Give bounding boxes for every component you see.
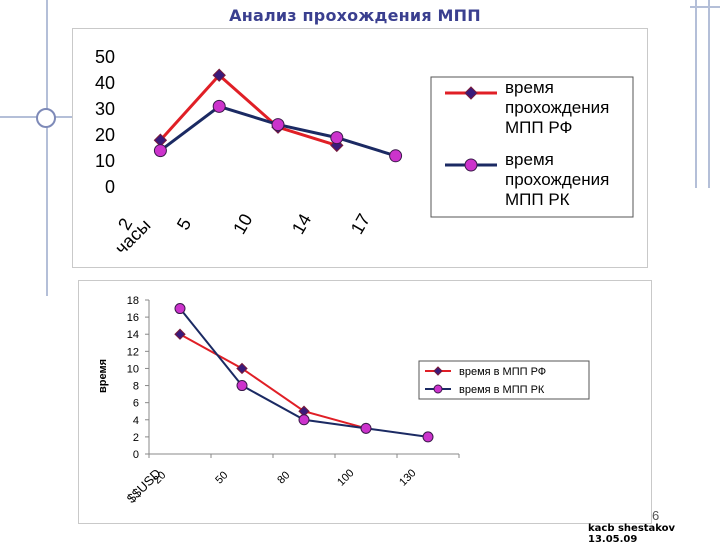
chart-1-legend-label: время: [505, 150, 554, 169]
footer-text: kacb shestakov 13.05.09: [588, 523, 676, 545]
chart-2-x-tick-label: 50: [213, 469, 230, 486]
chart-1-data-point: [212, 99, 226, 113]
chart-2-data-point: [422, 431, 434, 443]
chart-2-data-point: [236, 362, 248, 375]
chart-1-legend-marker: [464, 86, 478, 100]
chart-1-x-tick-label: 5: [173, 215, 195, 234]
chart-1-y-tick-label: 50: [95, 47, 115, 67]
decor-horizontal-line-right: [690, 6, 720, 8]
chart-2-data-point: [174, 328, 186, 340]
chart-1-legend-marker: [464, 158, 478, 172]
chart-2-y-tick-label: 8: [133, 381, 139, 393]
chart-1-y-tick-label: 10: [95, 151, 115, 171]
chart-2-y-tick-label: 10: [127, 363, 139, 375]
chart-2-x-tick-label: 130: [397, 467, 418, 488]
decor-vertical-line-right-1: [695, 0, 697, 188]
chart-2-y-tick-label: 18: [127, 295, 139, 307]
chart-1-data-point: [330, 131, 344, 145]
chart-2-data-point: [174, 303, 186, 315]
chart-2-legend-marker: [433, 384, 443, 394]
chart-2-y-tick-label: 16: [127, 312, 139, 324]
chart-1-x-tick-label: 10: [229, 210, 256, 237]
chart-2-series-line: [179, 333, 367, 430]
chart-1-y-tick-label: 20: [95, 125, 115, 145]
chart-1-y-tick-label: 40: [95, 73, 115, 93]
chart-2-x-tick-label: 80: [275, 469, 292, 486]
decor-ring-icon: [36, 108, 56, 128]
chart-1-legend-label: МПП РФ: [505, 118, 572, 137]
chart-1-data-point: [153, 144, 167, 158]
decor-vertical-line-left: [46, 0, 48, 296]
chart-2-legend-label: время в МПП РК: [459, 384, 545, 396]
chart-1: 50 40 30 20 10 0 2 5 10 14 17 часы время прохожден…: [72, 28, 648, 268]
chart-1-y-tick-label: 0: [105, 177, 115, 197]
page-title: Анализ прохождения МПП: [229, 6, 481, 25]
chart-1-legend-label: прохождения: [505, 98, 609, 117]
chart-1-x-tick-label: 14: [288, 210, 315, 237]
chart-1-legend-box: [430, 76, 634, 218]
slide-number: 6: [652, 508, 660, 523]
chart-1-legend-label: прохождения: [505, 170, 609, 189]
chart-1-series-line: [159, 73, 338, 147]
decor-vertical-line-right-2: [708, 0, 710, 188]
chart-2-data-point: [360, 422, 372, 434]
chart-2: 18 16 14 12 10 8 6 4 2 0 20 50 80 100 130 время $$USD…: [78, 280, 652, 524]
chart-2-y-tick-label: 6: [133, 398, 139, 410]
chart-2-x-tick-label: 100: [335, 467, 356, 488]
chart-1-x-tick-label: 17: [347, 210, 374, 237]
chart-1-data-point: [212, 68, 226, 82]
chart-2-y-tick-label: 4: [133, 415, 139, 427]
chart-2-y-axis-label: время: [97, 359, 109, 393]
chart-2-legend-marker: [433, 366, 443, 376]
chart-2-data-point: [298, 414, 310, 426]
chart-2-y-tick-label: 2: [133, 432, 139, 444]
chart-2-data-point: [236, 380, 248, 392]
chart-2-y-tick-label: 14: [127, 329, 139, 341]
chart-1-legend-label: время: [505, 78, 554, 97]
chart-1-data-point: [389, 149, 403, 163]
chart-1-y-tick-label: 30: [95, 99, 115, 119]
chart-2-y-tick-label: 12: [127, 346, 139, 358]
chart-2-y-tick-label: 0: [133, 449, 139, 461]
chart-2-legend-box: [418, 360, 590, 400]
chart-1-legend-label: МПП РК: [505, 190, 570, 209]
chart-1-data-point: [271, 118, 285, 132]
chart-2-legend-label: время в МПП РФ: [459, 366, 546, 378]
